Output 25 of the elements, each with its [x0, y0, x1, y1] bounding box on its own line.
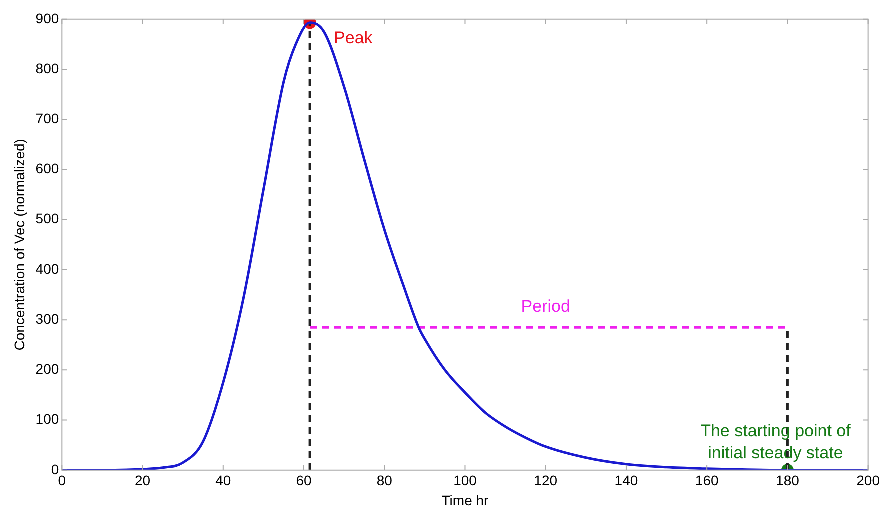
x-axis-title: Time hr	[442, 492, 490, 508]
y-axis-title: Concentration of Vec (normalized)	[11, 139, 28, 351]
y-tick-label: 200	[36, 361, 60, 378]
y-tick-label: 600	[36, 160, 60, 177]
y-tick-label: 300	[36, 310, 60, 327]
x-tick-label: 60	[296, 472, 312, 489]
x-tick-label: 160	[695, 472, 719, 489]
annotation: Period	[521, 296, 570, 316]
y-tick-label: 0	[51, 461, 60, 478]
x-tick-label: 20	[134, 472, 151, 489]
x-tick-label: 140	[614, 472, 638, 489]
x-tick-label: 100	[454, 472, 478, 489]
x-tick-label: 180	[776, 472, 800, 489]
y-tick-label: 100	[36, 411, 60, 428]
y-tick-label: 900	[36, 10, 60, 26]
x-tick-label: 40	[216, 472, 232, 489]
x-tick-label: 80	[376, 472, 393, 489]
x-tick-label: 200	[856, 472, 880, 489]
y-tick-label: 400	[36, 260, 60, 277]
y-tick-label: 500	[36, 210, 60, 227]
y-tick-label: 800	[36, 60, 60, 76]
annotation: The starting point of initial steady state	[700, 422, 852, 463]
annotation: Peak	[334, 28, 374, 48]
x-tick-label: 120	[534, 472, 558, 489]
y-tick-label: 700	[36, 110, 60, 126]
